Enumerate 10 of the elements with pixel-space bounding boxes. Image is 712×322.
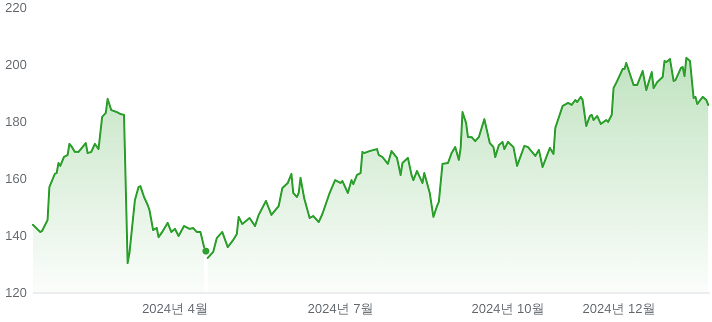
y-tick-label: 180 [5, 114, 27, 129]
y-tick-label: 140 [5, 228, 27, 243]
y-tick-label: 160 [5, 171, 27, 186]
x-tick-label: 2024년 12월 [582, 301, 656, 316]
x-tick-label: 2024년 10월 [471, 301, 544, 316]
x-tick-label: 2024년 4월 [142, 301, 208, 316]
x-tick-label: 2024년 7월 [308, 301, 374, 316]
y-tick-label: 200 [5, 57, 27, 72]
y-tick-label: 220 [5, 0, 27, 15]
y-tick-label: 120 [5, 285, 27, 300]
